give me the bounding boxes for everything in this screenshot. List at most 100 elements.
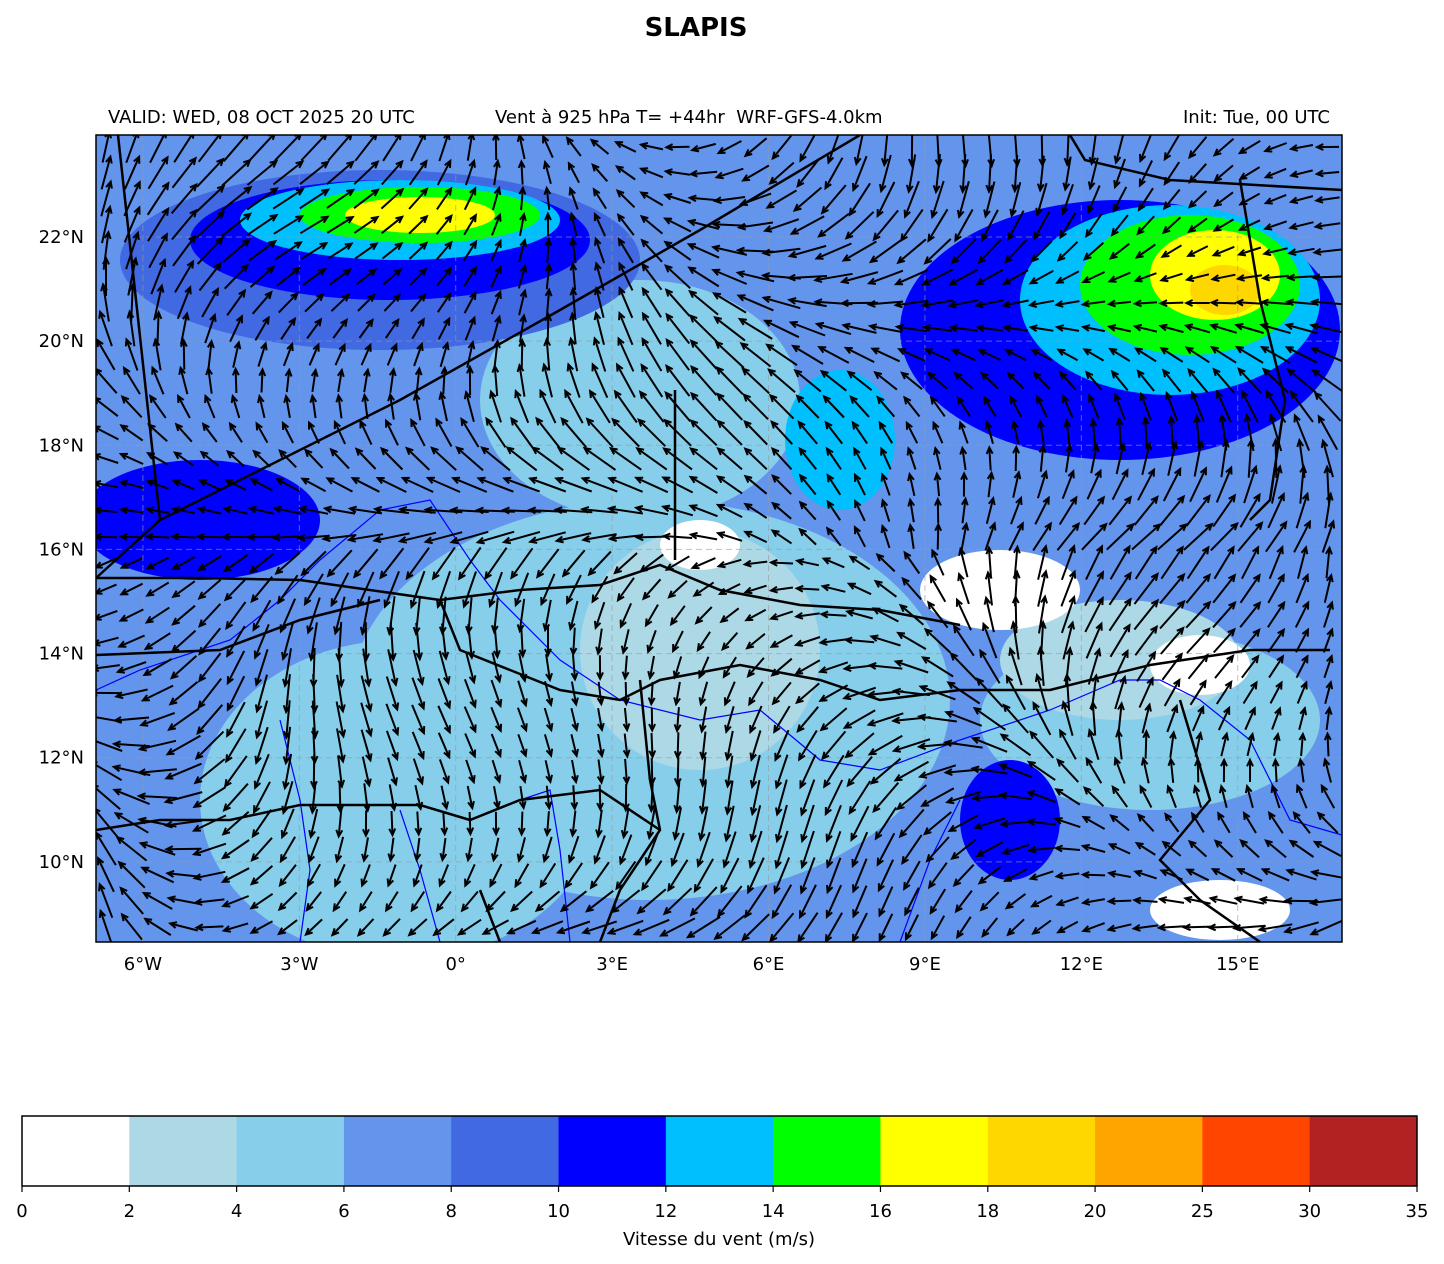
wind-arrow (1033, 211, 1051, 241)
wind-arrow (851, 155, 868, 193)
wind-arrow (1212, 218, 1235, 232)
wind-arrow (690, 365, 718, 396)
wind-arrow (279, 598, 297, 634)
wind-arrow (821, 730, 847, 761)
wind-arrow (1138, 160, 1153, 188)
wind-arrow (686, 243, 720, 259)
wind-arrow (112, 788, 150, 806)
wind-arrow (385, 703, 400, 737)
wind-arrow (274, 478, 300, 492)
wind-arrow (465, 651, 477, 685)
wind-arrow (984, 420, 994, 444)
wind-arrow (661, 532, 693, 541)
wind-arrow (1267, 600, 1286, 628)
wind-arrow (1313, 391, 1342, 422)
wind-arrow (145, 581, 170, 597)
wind-arrow (1113, 756, 1126, 784)
wind-arrow (493, 158, 501, 186)
wind-arrow (408, 214, 429, 235)
wind-arrow (774, 729, 790, 762)
wind-arrow (96, 506, 118, 515)
wind-arrow (819, 369, 847, 392)
colorbar-segment (1202, 1116, 1311, 1186)
wind-arrow (614, 165, 636, 181)
wind-arrow (517, 811, 526, 837)
wind-arrow (710, 244, 748, 256)
wind-arrow (1244, 783, 1254, 809)
wind-arrow (309, 393, 318, 419)
wind-arrow (117, 634, 146, 648)
wind-arrow (1008, 521, 1024, 552)
wind-arrow (98, 908, 113, 942)
wind-arrow (1193, 439, 1205, 477)
wind-arrow (873, 579, 897, 598)
wind-arrow (933, 446, 942, 470)
wind-arrow (543, 185, 552, 211)
colorbar-tick-label: 2 (124, 1201, 135, 1222)
wind-arrow (1323, 573, 1334, 603)
wind-arrow (1115, 416, 1124, 448)
wind-arrow (1087, 647, 1102, 685)
wind-arrow (839, 271, 879, 285)
wind-arrow (742, 393, 769, 420)
wind-arrow (1006, 918, 1025, 937)
wind-arrow (1009, 395, 1023, 418)
wind-arrow (1085, 213, 1103, 239)
wind-arrow (409, 570, 426, 610)
wind-arrow (539, 388, 557, 424)
colorbar-segment (1309, 1116, 1418, 1186)
wind-arrow (1108, 347, 1131, 362)
wind-arrow (617, 336, 635, 372)
wind-arrow (232, 340, 242, 368)
wind-arrow (360, 702, 373, 738)
wind-arrow (823, 754, 845, 789)
wind-arrow (1060, 544, 1076, 581)
wind-arrow (798, 527, 817, 546)
wind-arrow (713, 315, 746, 342)
wind-arrow (641, 311, 662, 345)
wind-arrow (867, 662, 903, 670)
wind-arrow (724, 780, 734, 816)
wind-arrow (739, 342, 772, 368)
wind-arrow (1297, 757, 1306, 783)
wind-arrow (281, 420, 294, 444)
wind-arrow (544, 626, 552, 658)
wind-arrow (926, 371, 949, 390)
wind-arrow (715, 366, 744, 395)
wind-arrow (1263, 142, 1288, 153)
wind-arrow (510, 416, 534, 449)
wind-arrow (1321, 519, 1336, 553)
wind-arrow (1004, 893, 1027, 910)
wind-arrow (439, 340, 450, 368)
wind-arrow (490, 733, 502, 759)
wind-arrow (222, 238, 251, 263)
wind-arrow (1006, 371, 1025, 390)
wind-arrow (1058, 495, 1078, 526)
colorbar-segment (451, 1116, 560, 1186)
wind-arrow (904, 914, 919, 942)
wind-arrow (145, 479, 169, 490)
wind-arrow (1089, 700, 1098, 736)
wind-arrow (985, 445, 994, 471)
wind-arrow (814, 321, 852, 336)
wind-arrow (247, 505, 275, 515)
wind-arrow (819, 610, 847, 619)
wind-arrow (715, 503, 743, 518)
wind-arrow (559, 890, 588, 913)
wind-arrow (136, 768, 177, 777)
wind-arrow (195, 210, 226, 239)
wind-arrow (164, 762, 202, 780)
wind-arrow (299, 160, 330, 185)
wind-arrow (1117, 701, 1125, 735)
wind-arrow (907, 522, 916, 549)
wind-arrow (1241, 545, 1260, 580)
wind-arrow (1242, 680, 1258, 705)
wind-arrow (440, 365, 449, 395)
wind-arrow (870, 347, 901, 363)
wind-arrow (1032, 701, 1052, 736)
wind-arrow (1217, 705, 1231, 731)
wind-arrow (921, 268, 954, 286)
wind-arrow (464, 315, 476, 341)
wind-arrow (437, 705, 451, 735)
wind-arrow (490, 289, 502, 315)
